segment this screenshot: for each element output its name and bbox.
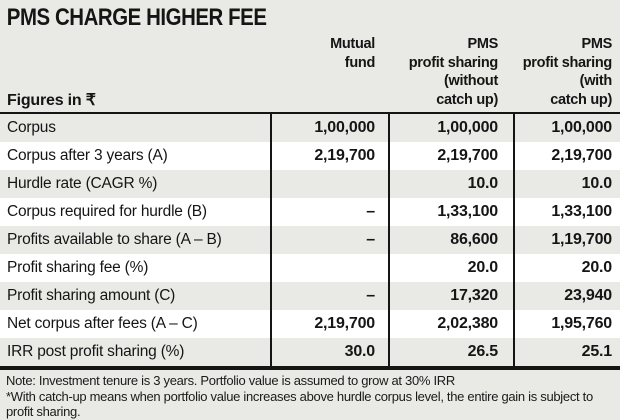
- pms-without-catchup-value: 1,33,100: [388, 198, 513, 226]
- row-label: Profits available to share (A – B): [7, 231, 222, 248]
- unit-label-cell: Figures in ₹: [0, 32, 270, 112]
- pms-without-catchup-value: 10.0: [388, 170, 513, 198]
- row-label: Profit sharing amount (C): [7, 287, 176, 304]
- table-row: IRR post profit sharing (%) 30.0 26.5 25…: [0, 338, 620, 366]
- column-header-pms-without-catchup: PMS profit sharing (without catch up): [408, 36, 499, 108]
- note-line-1: Note: Investment tenure is 3 years. Port…: [6, 373, 455, 388]
- pms-without-catchup-value: 2,19,700: [388, 142, 513, 170]
- table-row: Profit sharing fee (%) 20.0 20.0: [0, 254, 620, 282]
- row-label: Net corpus after fees (A – C): [7, 315, 198, 332]
- mutual-fund-value: –: [270, 226, 388, 254]
- table-body: Corpus 1,00,000 1,00,000 1,00,000 Corpus…: [0, 114, 620, 366]
- mutual-fund-value: 2,19,700: [270, 310, 388, 338]
- mutual-fund-value: –: [270, 282, 388, 310]
- pms-without-catchup-value: 17,320: [388, 282, 513, 310]
- table-row: Hurdle rate (CAGR %) 10.0 10.0: [0, 170, 620, 198]
- note-line-2: *With catch-up means when portfolio valu…: [6, 388, 593, 420]
- pms-without-catchup-value: 20.0: [388, 254, 513, 282]
- row-label: IRR post profit sharing (%): [7, 343, 185, 360]
- page-title: PMS CHARGE HIGHER FEE: [6, 4, 267, 31]
- pms-without-catchup-value: 2,02,380: [388, 310, 513, 338]
- pms-with-catchup-value: 2,19,700: [513, 142, 620, 170]
- pms-with-catchup-value: 1,33,100: [513, 198, 620, 226]
- pms-with-catchup-value: 1,00,000: [513, 114, 620, 142]
- column-header-pms-with-catchup: PMS profit sharing (with catch up): [522, 36, 613, 108]
- pms-without-catchup-value: 86,600: [388, 226, 513, 254]
- table-row: Corpus after 3 years (A) 2,19,700 2,19,7…: [0, 142, 620, 170]
- table-row: Corpus required for hurdle (B) – 1,33,10…: [0, 198, 620, 226]
- row-label: Corpus: [7, 119, 56, 136]
- mutual-fund-value: –: [270, 198, 388, 226]
- pms-with-catchup-value: 1,19,700: [513, 226, 620, 254]
- mutual-fund-value: 30.0: [270, 338, 388, 366]
- row-label: Corpus required for hurdle (B): [7, 203, 207, 220]
- column-header-mutual-fund: Mutual fund: [330, 36, 375, 71]
- pms-with-catchup-value: 10.0: [513, 170, 620, 198]
- table-header: Figures in ₹ Mutual fund PMS profit shar…: [0, 32, 620, 114]
- table-row: Net corpus after fees (A – C) 2,19,700 2…: [0, 310, 620, 338]
- pms-without-catchup-value: 1,00,000: [388, 114, 513, 142]
- pms-with-catchup-value: 25.1: [513, 338, 620, 366]
- mutual-fund-value: 2,19,700: [270, 142, 388, 170]
- pms-with-catchup-value: 23,940: [513, 282, 620, 310]
- unit-label: Figures in ₹: [7, 92, 96, 109]
- mutual-fund-value: 1,00,000: [270, 114, 388, 142]
- row-label: Profit sharing fee (%): [7, 259, 149, 276]
- mutual-fund-value: [270, 170, 388, 198]
- pms-with-catchup-value: 20.0: [513, 254, 620, 282]
- row-label: Corpus after 3 years (A): [7, 147, 168, 164]
- table-row: Profits available to share (A – B) – 86,…: [0, 226, 620, 254]
- row-label: Hurdle rate (CAGR %): [7, 175, 158, 192]
- pms-with-catchup-value: 1,95,760: [513, 310, 620, 338]
- pms-without-catchup-value: 26.5: [388, 338, 513, 366]
- table-row: Profit sharing amount (C) – 17,320 23,94…: [0, 282, 620, 310]
- table-row: Corpus 1,00,000 1,00,000 1,00,000: [0, 114, 620, 142]
- mutual-fund-value: [270, 254, 388, 282]
- footnotes: Note: Investment tenure is 3 years. Port…: [0, 366, 620, 420]
